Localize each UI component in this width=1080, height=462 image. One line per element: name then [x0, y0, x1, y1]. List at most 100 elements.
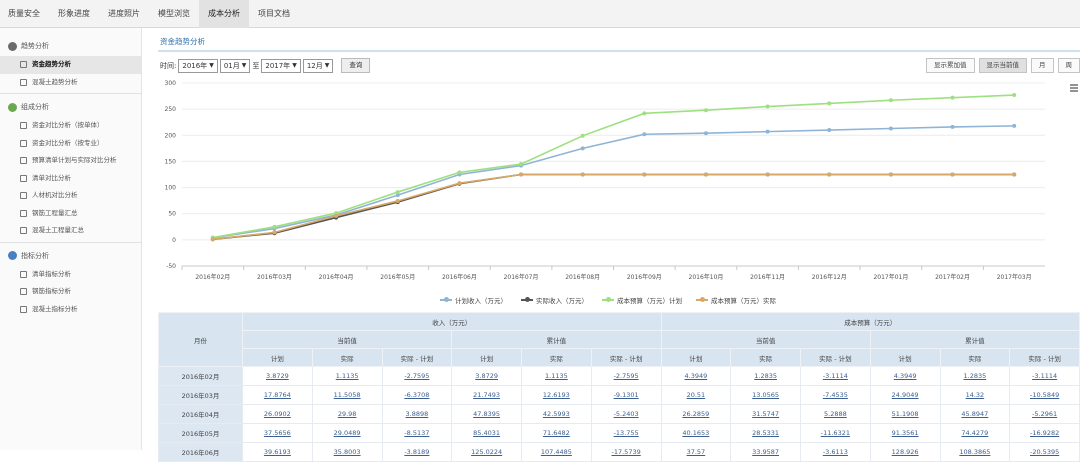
- data-point[interactable]: [642, 173, 646, 177]
- sidebar-item[interactable]: 混凝土趋势分析: [0, 74, 141, 92]
- value-link[interactable]: 21.7493: [473, 391, 500, 399]
- data-point[interactable]: [272, 230, 276, 234]
- data-point[interactable]: [581, 134, 585, 138]
- value-link[interactable]: 125.0224: [471, 448, 502, 456]
- data-point[interactable]: [457, 181, 461, 185]
- nav-tab[interactable]: 模型浏览: [149, 0, 199, 28]
- sidebar-item[interactable]: 资金趋势分析: [0, 56, 141, 74]
- value-link[interactable]: 20.51: [687, 391, 706, 399]
- value-link[interactable]: -8.5137: [404, 429, 429, 437]
- value-link[interactable]: 42.5993: [543, 410, 570, 418]
- data-point[interactable]: [766, 173, 770, 177]
- legend-item[interactable]: 成本预算（万元）计划: [602, 295, 682, 305]
- value-link[interactable]: -3.6113: [823, 448, 848, 456]
- value-link[interactable]: 47.8395: [473, 410, 500, 418]
- value-link[interactable]: -3.8189: [404, 448, 429, 456]
- value-link[interactable]: 1.2835: [964, 372, 987, 380]
- nav-tab[interactable]: 成本分析: [199, 0, 249, 28]
- data-point[interactable]: [581, 146, 585, 150]
- value-link[interactable]: 39.6193: [264, 448, 291, 456]
- value-link[interactable]: 5.2888: [824, 410, 847, 418]
- query-button[interactable]: 查询: [341, 58, 370, 73]
- value-link[interactable]: 26.0902: [264, 410, 291, 418]
- value-link[interactable]: 14.32: [966, 391, 985, 399]
- data-point[interactable]: [889, 126, 893, 130]
- value-link[interactable]: -6.3708: [404, 391, 429, 399]
- value-link[interactable]: 28.5331: [752, 429, 779, 437]
- sidebar-item[interactable]: 人材机对比分析: [0, 187, 141, 205]
- value-link[interactable]: 108.3865: [959, 448, 990, 456]
- data-point[interactable]: [272, 225, 276, 229]
- value-link[interactable]: 17.8764: [264, 391, 291, 399]
- nav-tab[interactable]: 项目文档: [249, 0, 299, 28]
- value-link[interactable]: 45.8947: [961, 410, 988, 418]
- value-link[interactable]: 74.4279: [961, 429, 988, 437]
- value-link[interactable]: -10.5849: [1030, 391, 1059, 399]
- from-year-select[interactable]: 2016年▼: [178, 59, 217, 73]
- show-cumulative-button[interactable]: 显示累加值: [926, 58, 975, 73]
- data-point[interactable]: [1012, 124, 1016, 128]
- value-link[interactable]: -5.2403: [614, 410, 639, 418]
- value-link[interactable]: 71.6482: [543, 429, 570, 437]
- data-point[interactable]: [889, 173, 893, 177]
- data-point[interactable]: [396, 190, 400, 194]
- show-current-button[interactable]: 显示当前值: [979, 58, 1028, 73]
- value-link[interactable]: 33.9587: [752, 448, 779, 456]
- data-point[interactable]: [519, 173, 523, 177]
- value-link[interactable]: 85.4031: [473, 429, 500, 437]
- data-point[interactable]: [827, 173, 831, 177]
- data-point[interactable]: [704, 173, 708, 177]
- value-link[interactable]: 4.3949: [894, 372, 917, 380]
- value-link[interactable]: 91.3561: [892, 429, 919, 437]
- value-link[interactable]: 37.57: [687, 448, 706, 456]
- value-link[interactable]: 26.2859: [682, 410, 709, 418]
- value-link[interactable]: -5.2961: [1032, 410, 1057, 418]
- data-point[interactable]: [334, 214, 338, 218]
- sidebar-item[interactable]: 混凝土工程量汇总: [0, 222, 141, 240]
- value-link[interactable]: -9.1301: [614, 391, 639, 399]
- value-link[interactable]: -16.9282: [1030, 429, 1059, 437]
- data-point[interactable]: [766, 130, 770, 134]
- value-link[interactable]: 31.5747: [752, 410, 779, 418]
- value-link[interactable]: -2.7595: [404, 372, 429, 380]
- value-link[interactable]: 24.9049: [892, 391, 919, 399]
- nav-tab[interactable]: 进度照片: [99, 0, 149, 28]
- data-point[interactable]: [581, 173, 585, 177]
- data-point[interactable]: [951, 125, 955, 129]
- value-link[interactable]: 128.926: [892, 448, 919, 456]
- value-link[interactable]: 11.5058: [334, 391, 361, 399]
- week-button[interactable]: 周: [1058, 58, 1080, 73]
- data-point[interactable]: [457, 170, 461, 174]
- value-link[interactable]: -20.5395: [1030, 448, 1059, 456]
- data-point[interactable]: [766, 105, 770, 109]
- value-link[interactable]: -13.755: [614, 429, 639, 437]
- value-link[interactable]: 37.5656: [264, 429, 291, 437]
- data-point[interactable]: [642, 132, 646, 136]
- value-link[interactable]: -2.7595: [614, 372, 639, 380]
- value-link[interactable]: 1.2835: [754, 372, 777, 380]
- value-link[interactable]: 3.8729: [266, 372, 289, 380]
- data-point[interactable]: [704, 108, 708, 112]
- data-point[interactable]: [1012, 93, 1016, 97]
- data-point[interactable]: [519, 162, 523, 166]
- data-point[interactable]: [889, 98, 893, 102]
- from-month-select[interactable]: 01月▼: [220, 59, 251, 73]
- data-point[interactable]: [1012, 173, 1016, 177]
- data-point[interactable]: [642, 111, 646, 115]
- data-point[interactable]: [951, 173, 955, 177]
- nav-tab[interactable]: 形象进度: [49, 0, 99, 28]
- value-link[interactable]: 1.1135: [545, 372, 568, 380]
- value-link[interactable]: -3.1114: [1032, 372, 1057, 380]
- value-link[interactable]: 29.0489: [334, 429, 361, 437]
- value-link[interactable]: 4.3949: [685, 372, 708, 380]
- sidebar-item[interactable]: 清单指标分析: [0, 266, 141, 284]
- value-link[interactable]: 3.8898: [406, 410, 429, 418]
- value-link[interactable]: 13.0565: [752, 391, 779, 399]
- sidebar-item[interactable]: 钢筋工程量汇总: [0, 205, 141, 223]
- data-point[interactable]: [951, 96, 955, 100]
- sidebar-item[interactable]: 清单对比分析: [0, 170, 141, 188]
- value-link[interactable]: 51.1908: [892, 410, 919, 418]
- sidebar-item[interactable]: 资金对比分析（按单体）: [0, 117, 141, 135]
- data-point[interactable]: [396, 199, 400, 203]
- value-link[interactable]: 3.8729: [475, 372, 498, 380]
